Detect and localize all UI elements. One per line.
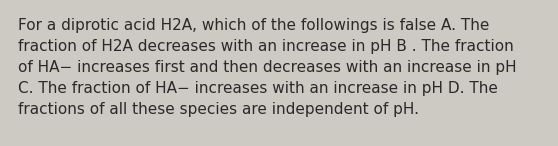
Text: For a diprotic acid H2A, which of the followings is false A. The
fraction of H2A: For a diprotic acid H2A, which of the fo…: [18, 18, 517, 117]
